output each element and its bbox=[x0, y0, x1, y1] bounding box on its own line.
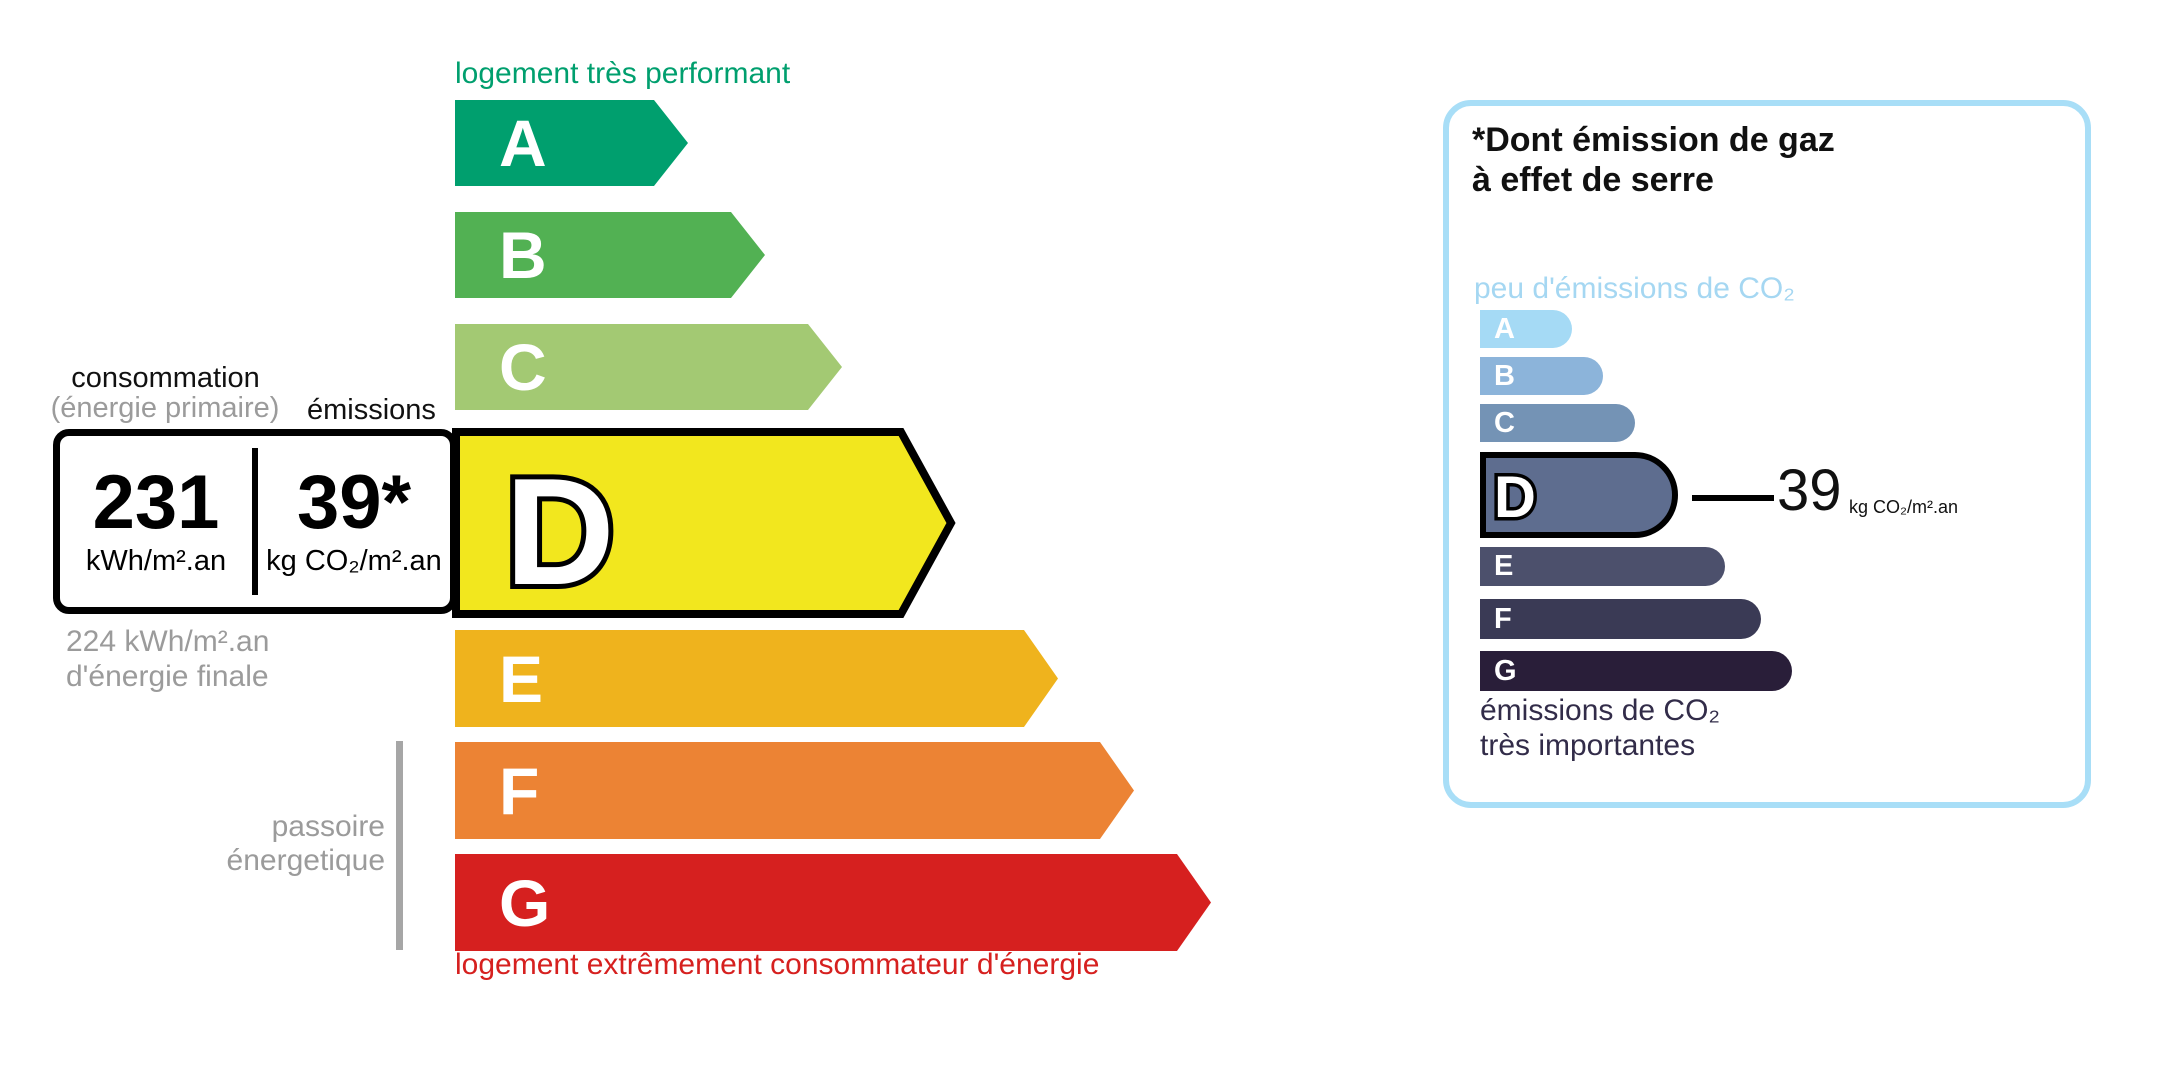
energy-letter-b: B bbox=[499, 218, 547, 292]
co2-top-label: peu d'émissions de CO₂ bbox=[1474, 272, 1795, 305]
energy-value: 231 bbox=[92, 460, 220, 545]
emissions-header: émissions bbox=[307, 394, 436, 426]
passoire-bracket-bar bbox=[396, 741, 403, 950]
energy-arrow-c: C bbox=[455, 324, 842, 410]
co2-letter-f: F bbox=[1494, 602, 1512, 635]
co2-letter-e: E bbox=[1494, 550, 1514, 582]
co2-bottom-label-line2: très importantes bbox=[1480, 729, 1696, 762]
energy-arrow-b: B bbox=[455, 212, 765, 298]
co2-letter-a: A bbox=[1494, 312, 1515, 345]
co2-letter-g: G bbox=[1494, 654, 1517, 687]
co2-callout-value: 39 bbox=[1777, 458, 1842, 523]
energy-value-cell: 231 kWh/m².an bbox=[60, 436, 252, 607]
co2-letter-d-svg: D bbox=[1491, 462, 1540, 533]
energy-letter-c: C bbox=[499, 330, 547, 404]
emission-unit: kg CO₂/m².an bbox=[266, 545, 442, 577]
co2-letter-c: C bbox=[1494, 406, 1515, 439]
primary-energy-header: (énergie primaire) bbox=[50, 392, 280, 424]
energy-letter-e: E bbox=[499, 641, 544, 716]
passoire-label-line2: énergetique bbox=[226, 844, 385, 877]
energy-bottom-label: logement extrêmement consommateur d'éner… bbox=[455, 948, 1100, 981]
passoire-label-line1: passoire bbox=[271, 810, 385, 843]
co2-bar-g: G bbox=[1480, 651, 1792, 691]
energy-top-label: logement très performant bbox=[455, 57, 791, 90]
co2-panel-title: *Dont émission de gaz à effet de serre bbox=[1472, 120, 1835, 200]
energy-letter-f: F bbox=[499, 753, 540, 828]
consumption-value-box: 231 kWh/m².an 39* kg CO₂/m².an bbox=[53, 429, 457, 614]
energy-arrow-g: G bbox=[455, 854, 1211, 951]
box-divider bbox=[252, 448, 258, 595]
co2-callout-line bbox=[1692, 495, 1774, 501]
final-energy-line1: 224 kWh/m².an bbox=[66, 625, 270, 658]
co2-bottom-label-line1: émissions de CO₂ bbox=[1480, 694, 1721, 727]
energy-letter-g: G bbox=[499, 865, 551, 940]
co2-bar-a: A bbox=[1480, 310, 1572, 348]
energy-arrow-a: A bbox=[455, 100, 688, 186]
co2-bar-d-current: D bbox=[1480, 452, 1678, 538]
co2-letter-d: D bbox=[1494, 465, 1536, 530]
co2-bar-c: C bbox=[1480, 404, 1635, 442]
energy-arrow-d-current: D bbox=[452, 428, 956, 619]
passoire-label: passoire énergetique bbox=[150, 810, 385, 878]
energy-arrow-e: E bbox=[455, 630, 1058, 727]
co2-bar-b: B bbox=[1480, 357, 1603, 395]
co2-bar-f: F bbox=[1480, 599, 1761, 639]
co2-callout-unit: kg CO₂/m².an bbox=[1849, 497, 1959, 517]
energy-letter-d: D bbox=[505, 447, 615, 617]
co2-title-line2: à effet de serre bbox=[1472, 161, 1714, 199]
final-energy-note: 224 kWh/m².an d'énergie finale bbox=[66, 624, 269, 694]
energy-letter-a: A bbox=[499, 106, 547, 180]
final-energy-line2: d'énergie finale bbox=[66, 660, 269, 693]
consumption-header: consommation bbox=[71, 362, 260, 394]
co2-panel: *Dont émission de gaz à effet de serre p… bbox=[1443, 100, 2091, 808]
co2-letter-b: B bbox=[1494, 359, 1515, 392]
co2-bottom-label: émissions de CO₂ très importantes bbox=[1480, 693, 1720, 763]
co2-bar-e: E bbox=[1480, 547, 1725, 586]
emission-value: 39* bbox=[296, 460, 412, 545]
energy-unit: kWh/m².an bbox=[85, 545, 227, 577]
energy-arrow-f: F bbox=[455, 742, 1134, 839]
co2-title-line1: *Dont émission de gaz bbox=[1472, 121, 1835, 159]
emission-value-cell: 39* kg CO₂/m².an bbox=[258, 436, 450, 607]
